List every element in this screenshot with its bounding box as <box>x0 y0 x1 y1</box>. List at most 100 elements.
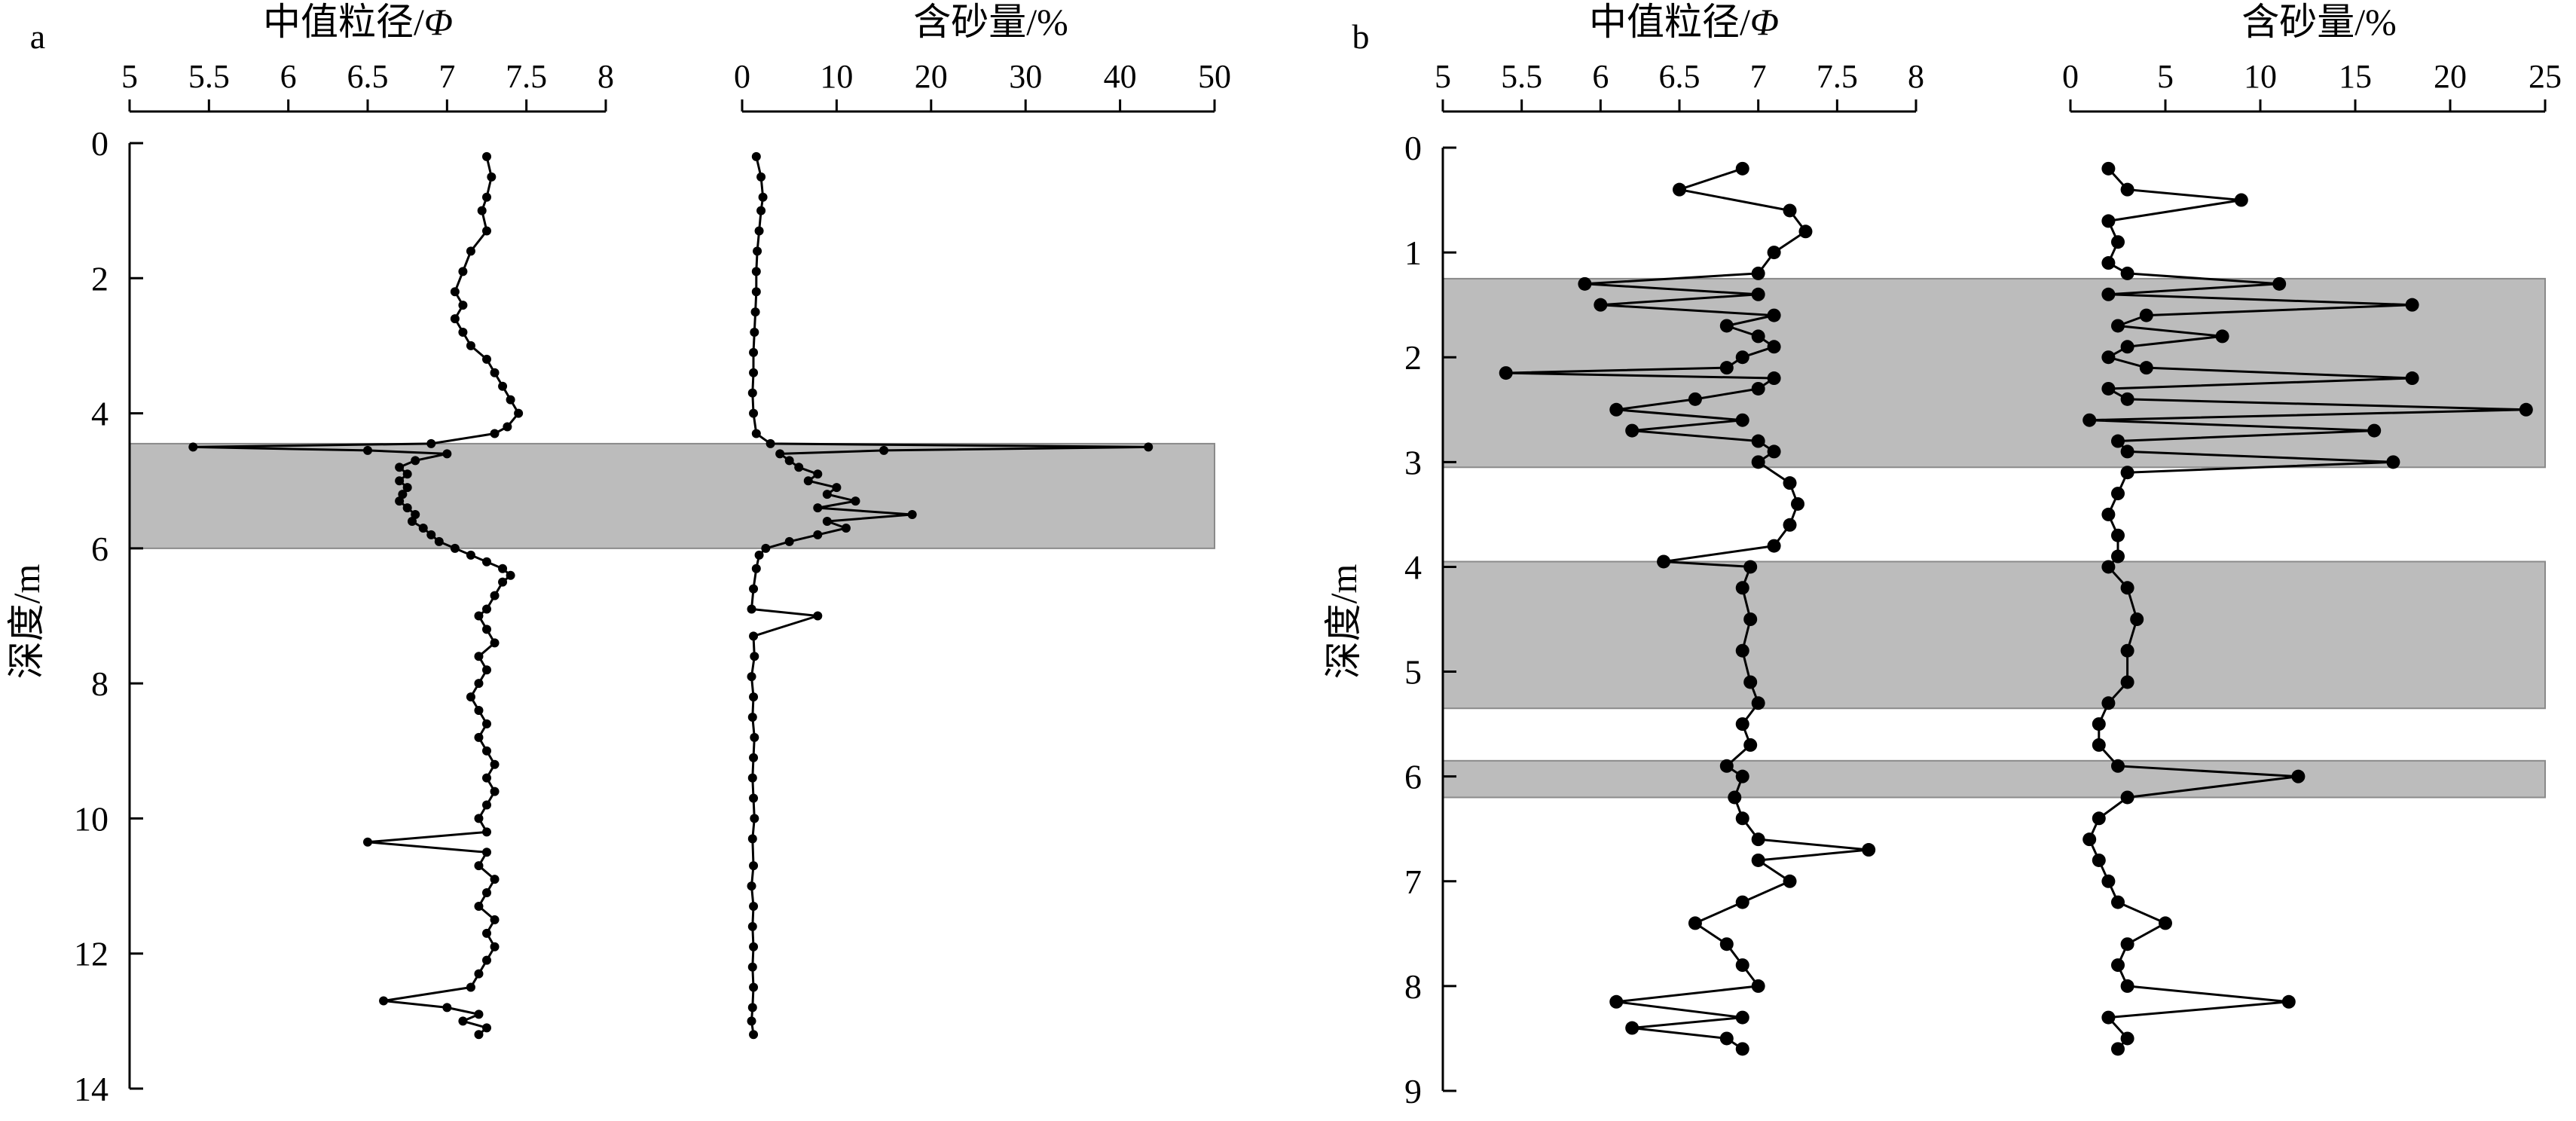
data-point <box>1735 643 1749 658</box>
data-point <box>411 510 420 520</box>
data-point <box>482 888 491 898</box>
data-point <box>803 476 813 486</box>
data-point <box>1751 455 1765 469</box>
x-tick-label: 7 <box>439 58 455 95</box>
x-tick-label: 7 <box>1750 58 1767 95</box>
data-point <box>749 347 759 357</box>
y-tick-label: 8 <box>1404 967 1422 1006</box>
data-point <box>749 692 759 702</box>
data-point <box>490 759 500 769</box>
data-point <box>503 422 512 432</box>
track-title: 含砂量/% <box>913 1 1068 43</box>
data-point <box>1751 832 1765 847</box>
data-point <box>1767 371 1781 386</box>
y-axis-label: 深度/m <box>1322 564 1364 680</box>
data-point <box>395 463 405 472</box>
data-point <box>2120 444 2134 459</box>
data-point <box>1767 340 1781 354</box>
data-point <box>813 530 823 539</box>
data-point <box>482 827 491 837</box>
data-point <box>753 246 762 256</box>
data-point <box>2120 466 2134 480</box>
data-point <box>2101 874 2116 888</box>
data-point <box>1743 675 1758 689</box>
data-point <box>751 287 761 297</box>
data-point <box>379 996 389 1006</box>
data-point <box>474 679 484 689</box>
data-point <box>426 530 436 539</box>
y-tick-label: 6 <box>91 530 108 568</box>
data-point <box>1751 434 1765 448</box>
data-point <box>1625 423 1639 438</box>
data-point <box>813 469 823 479</box>
data-point <box>2101 381 2116 396</box>
data-point <box>907 510 917 520</box>
panel-label: a <box>30 17 45 56</box>
data-point <box>1735 1010 1749 1025</box>
data-point <box>482 226 491 236</box>
data-point <box>466 550 475 560</box>
data-point <box>434 536 444 546</box>
data-point <box>474 1010 484 1019</box>
data-point <box>2101 696 2116 710</box>
data-point <box>514 408 524 418</box>
data-point <box>2272 276 2287 291</box>
data-point <box>2519 402 2533 417</box>
data-point <box>822 490 832 499</box>
track-title: 中值粒径/Φ <box>263 1 453 43</box>
data-point <box>1751 381 1765 396</box>
data-point <box>482 955 491 965</box>
data-point <box>2101 1010 2116 1025</box>
data-point <box>458 301 468 310</box>
data-point <box>2101 161 2116 176</box>
y-tick-label: 1 <box>1404 234 1422 272</box>
data-point <box>2111 528 2125 542</box>
data-point <box>402 469 412 479</box>
data-point <box>474 706 484 715</box>
x-tick-label: 20 <box>2434 58 2467 95</box>
data-point <box>747 1016 756 1026</box>
data-point <box>1783 203 1797 218</box>
track-1: 5 5.5 6 6.5 7 7.5 8 中值粒径/Φ <box>121 1 614 1040</box>
data-point <box>751 564 761 573</box>
data-point <box>498 381 508 391</box>
data-point <box>482 800 491 810</box>
series-line <box>191 156 520 1036</box>
track-title: 中值粒径/Φ <box>1589 1 1779 43</box>
x-tick-label: 8 <box>597 58 614 95</box>
data-point <box>1735 958 1749 973</box>
y-tick-label: 2 <box>1404 338 1422 377</box>
data-point <box>474 969 484 979</box>
data-point <box>418 523 428 533</box>
data-point <box>2405 371 2419 386</box>
panel-label: b <box>1352 17 1370 56</box>
data-point <box>2120 581 2134 595</box>
data-point <box>1751 329 1765 344</box>
data-point <box>756 172 766 182</box>
data-point <box>490 638 500 648</box>
data-point <box>474 814 484 823</box>
data-point <box>750 814 759 823</box>
y-tick-label: 8 <box>91 664 108 703</box>
data-point <box>2405 298 2419 312</box>
data-point <box>1735 413 1749 427</box>
data-point <box>747 388 757 398</box>
shaded-band-1 <box>129 442 1215 549</box>
data-point <box>1657 554 1671 569</box>
data-point <box>1735 717 1749 732</box>
data-point <box>2111 235 2125 249</box>
data-point <box>2130 612 2144 626</box>
data-point <box>754 550 764 560</box>
data-point <box>775 449 785 459</box>
data-point <box>1735 769 1749 783</box>
x-tick-label: 30 <box>1009 58 1042 95</box>
data-point <box>841 523 851 533</box>
data-point <box>2082 832 2097 847</box>
y-axis-label: 深度/m <box>5 564 47 680</box>
data-point <box>2082 413 2097 427</box>
data-point <box>1735 161 1749 176</box>
series-line <box>750 156 1150 1035</box>
y-tick-label: 4 <box>91 395 108 433</box>
data-point <box>1578 276 1592 291</box>
